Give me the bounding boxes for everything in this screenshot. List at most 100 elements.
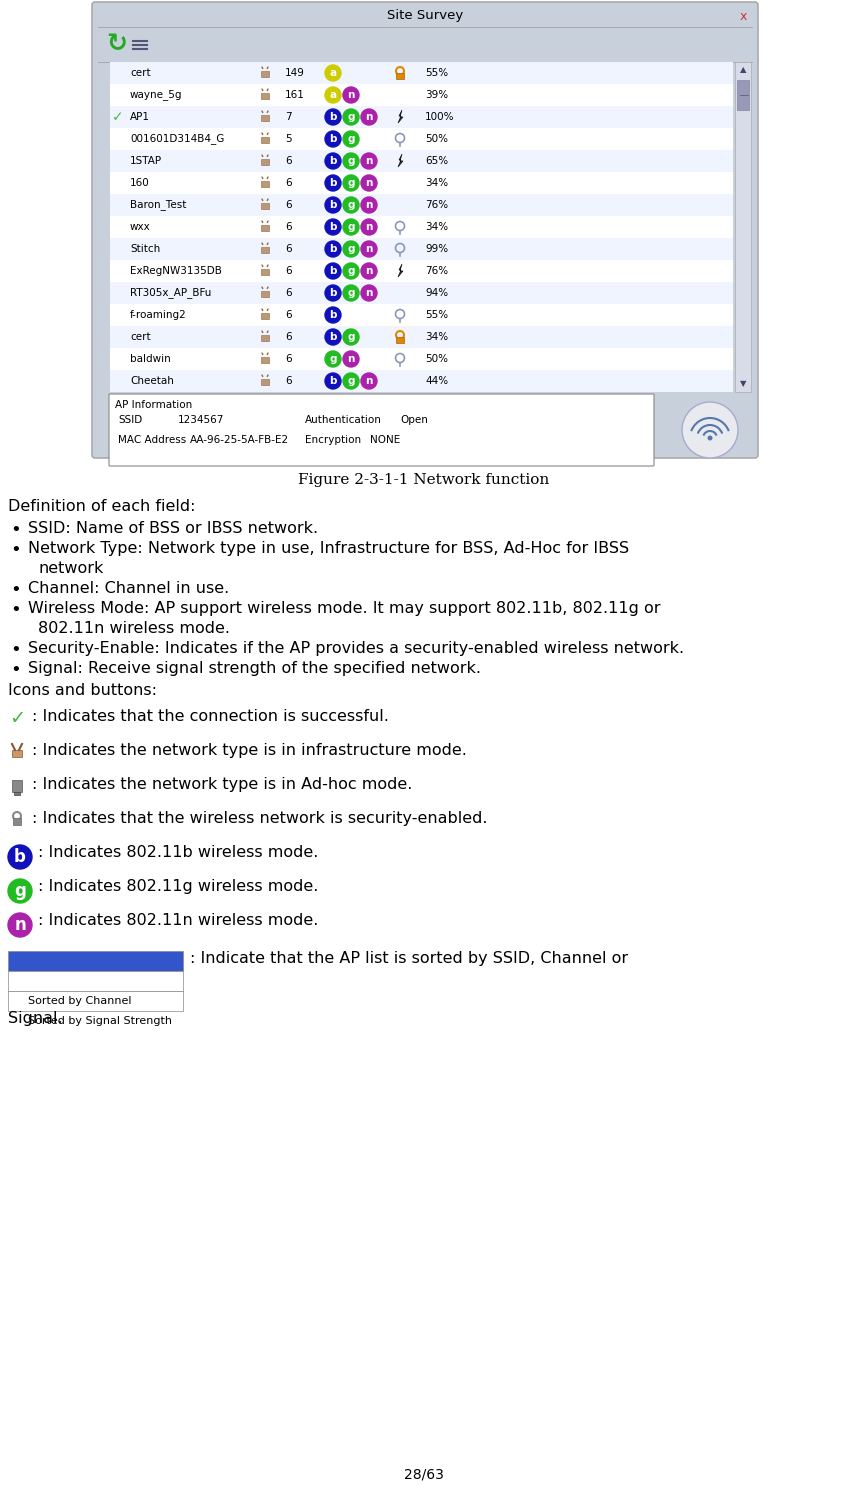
Text: 5: 5: [285, 134, 291, 144]
Bar: [261, 159, 269, 165]
Text: •: •: [10, 521, 20, 539]
Text: : Indicates the network type is in infrastructure mode.: : Indicates the network type is in infra…: [32, 742, 467, 757]
Text: n: n: [347, 353, 355, 364]
Text: baldwin: baldwin: [130, 353, 171, 364]
Text: •: •: [10, 581, 20, 598]
Text: cert: cert: [130, 68, 151, 79]
FancyBboxPatch shape: [92, 1, 758, 457]
Bar: [110, 150, 733, 172]
Bar: [110, 195, 733, 215]
Text: : Indicates the network type is in Ad-hoc mode.: : Indicates the network type is in Ad-ho…: [32, 777, 412, 792]
Circle shape: [361, 285, 377, 301]
Text: Site Survey: Site Survey: [387, 9, 463, 22]
Circle shape: [8, 845, 32, 869]
Circle shape: [325, 307, 341, 324]
Bar: [110, 347, 733, 370]
Bar: [110, 215, 733, 238]
Text: Wireless Mode: AP support wireless mode. It may support 802.11b, 802.11g or: Wireless Mode: AP support wireless mode.…: [28, 601, 661, 616]
Text: g: g: [347, 244, 355, 254]
Text: : Indicates 802.11n wireless mode.: : Indicates 802.11n wireless mode.: [38, 913, 318, 928]
Bar: [735, 62, 751, 392]
Circle shape: [325, 131, 341, 147]
Text: g: g: [347, 221, 355, 232]
Text: 44%: 44%: [425, 376, 448, 386]
Text: Open: Open: [400, 414, 428, 425]
Text: 94%: 94%: [425, 288, 448, 298]
Text: Icons and buttons:: Icons and buttons:: [8, 683, 157, 698]
Polygon shape: [398, 154, 403, 166]
Bar: [261, 71, 269, 77]
Bar: [261, 291, 269, 297]
Circle shape: [343, 373, 359, 389]
Text: 39%: 39%: [425, 91, 448, 99]
Text: cert: cert: [130, 333, 151, 342]
Text: : Indicates 802.11b wireless mode.: : Indicates 802.11b wireless mode.: [38, 845, 318, 860]
Text: SSID: SSID: [118, 414, 142, 425]
Circle shape: [361, 153, 377, 169]
Text: b: b: [329, 288, 337, 298]
Text: g: g: [347, 111, 355, 122]
Bar: [110, 128, 733, 150]
Bar: [261, 356, 269, 362]
Text: b: b: [329, 221, 337, 232]
Circle shape: [8, 913, 32, 937]
Circle shape: [361, 198, 377, 212]
Text: 34%: 34%: [425, 221, 448, 232]
Circle shape: [343, 153, 359, 169]
Circle shape: [343, 198, 359, 212]
Text: AA-96-25-5A-FB-E2: AA-96-25-5A-FB-E2: [190, 435, 289, 445]
Text: n: n: [14, 916, 26, 934]
Bar: [110, 85, 733, 105]
Circle shape: [325, 108, 341, 125]
Circle shape: [325, 88, 341, 102]
Text: n: n: [365, 288, 373, 298]
Text: f-roaming2: f-roaming2: [130, 310, 186, 319]
Text: Cheetah: Cheetah: [130, 376, 174, 386]
Text: ▼: ▼: [739, 380, 746, 389]
Circle shape: [343, 218, 359, 235]
Circle shape: [343, 350, 359, 367]
Text: g: g: [347, 266, 355, 276]
Text: 6: 6: [285, 288, 291, 298]
Bar: [14, 792, 20, 794]
Circle shape: [325, 198, 341, 212]
Text: Stitch: Stitch: [130, 244, 160, 254]
Text: 149: 149: [285, 68, 305, 79]
Text: : Indicates that the connection is successful.: : Indicates that the connection is succe…: [32, 708, 389, 725]
Text: : Indicates that the wireless network is security-enabled.: : Indicates that the wireless network is…: [32, 811, 488, 826]
Text: SSID: Name of BSS or IBSS network.: SSID: Name of BSS or IBSS network.: [28, 521, 318, 536]
Bar: [261, 226, 269, 232]
Text: ExRegNW3135DB: ExRegNW3135DB: [130, 266, 222, 276]
Text: 161: 161: [285, 91, 305, 99]
Text: 6: 6: [285, 310, 291, 319]
Text: wayne_5g: wayne_5g: [130, 89, 182, 101]
Text: network: network: [38, 561, 103, 576]
Circle shape: [361, 241, 377, 257]
Text: g: g: [347, 178, 355, 189]
Bar: [13, 818, 21, 826]
Text: 50%: 50%: [425, 134, 448, 144]
Text: wxx: wxx: [130, 221, 151, 232]
Circle shape: [343, 241, 359, 257]
Text: 34%: 34%: [425, 333, 448, 342]
Bar: [8, 950, 183, 971]
Bar: [261, 247, 269, 252]
Circle shape: [343, 131, 359, 147]
Bar: [110, 282, 733, 304]
Text: ↻: ↻: [107, 33, 128, 56]
Text: g: g: [347, 333, 355, 342]
Circle shape: [361, 108, 377, 125]
Circle shape: [325, 263, 341, 279]
Text: : Indicate that the AP list is sorted by SSID, Channel or: : Indicate that the AP list is sorted by…: [190, 950, 628, 967]
Text: a: a: [329, 91, 336, 99]
Text: 6: 6: [285, 376, 291, 386]
Text: 6: 6: [285, 244, 291, 254]
Bar: [12, 750, 22, 757]
Text: Network Type: Network type in use, Infrastructure for BSS, Ad-Hoc for IBSS: Network Type: Network type in use, Infra…: [28, 541, 629, 555]
Text: •: •: [10, 642, 20, 659]
Text: 65%: 65%: [425, 156, 448, 166]
Circle shape: [325, 330, 341, 345]
Text: n: n: [365, 111, 373, 122]
Text: 6: 6: [285, 353, 291, 364]
Bar: [261, 181, 269, 187]
